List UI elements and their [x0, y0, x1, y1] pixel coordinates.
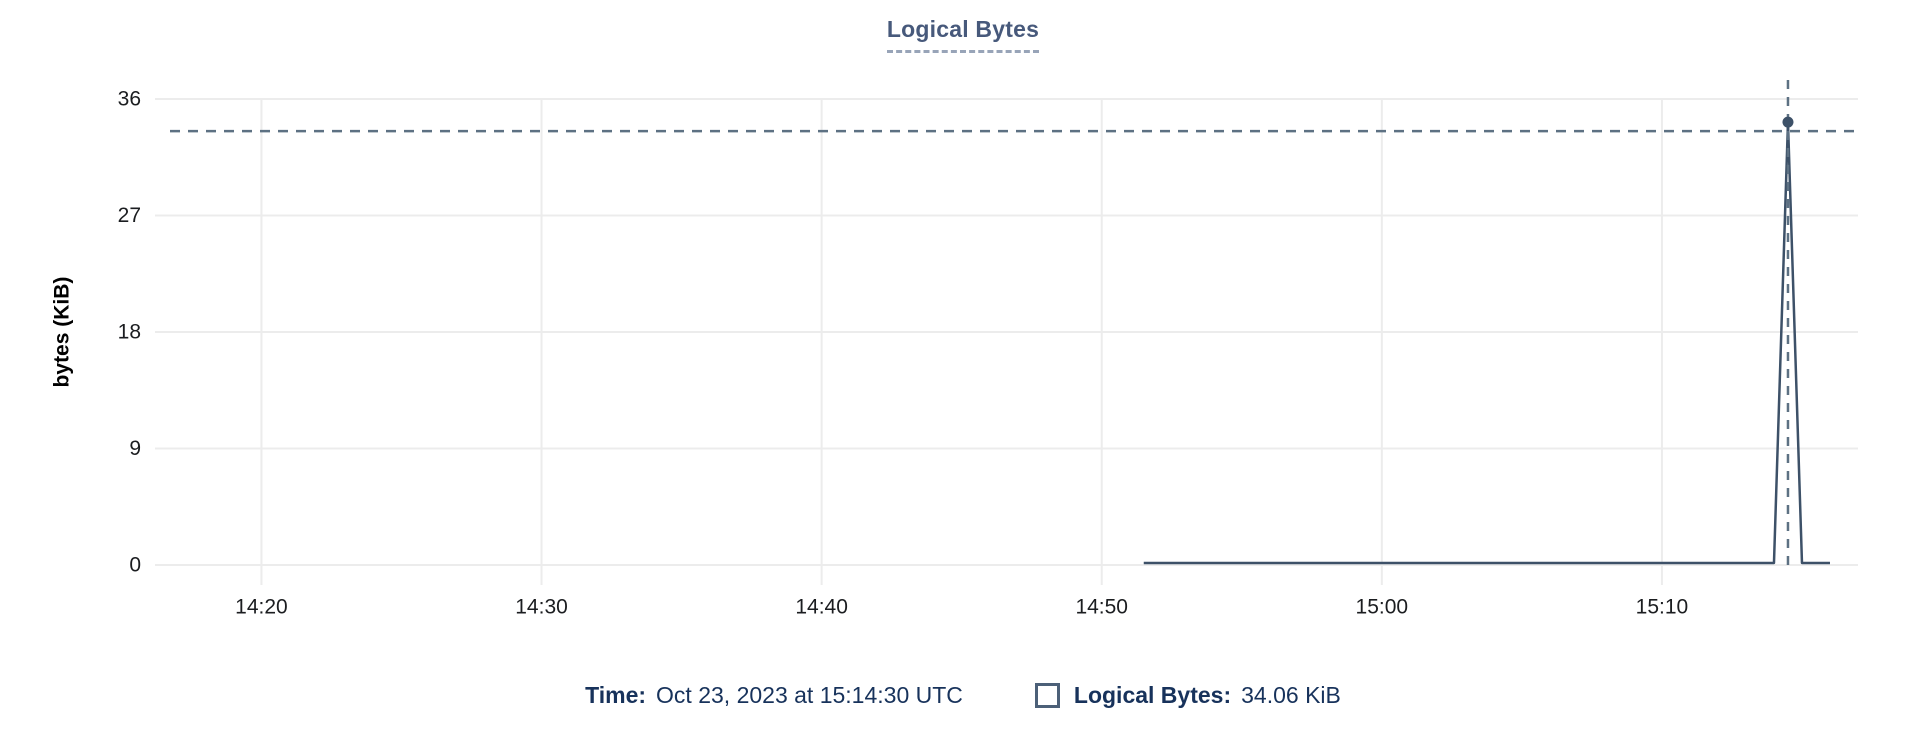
legend-item-logical-bytes[interactable]: Logical Bytes: 34.06 KiB	[1034, 682, 1341, 709]
y-tick-label: 18	[118, 321, 141, 344]
x-tick-label: 14:40	[795, 596, 848, 619]
legend-swatch-icon	[1034, 683, 1060, 708]
line-chart-plot-area[interactable]: 0 9 18 27 36 14:20 14:30 14:40 14:50 15:00 15:10 by…	[0, 0, 1926, 660]
y-tick-label: 9	[129, 437, 141, 460]
y-tick-label: 36	[118, 88, 141, 111]
chart-header: Logical Bytes	[0, 16, 1926, 53]
x-tick-label: 14:50	[1075, 596, 1128, 619]
y-tick-label: 27	[118, 204, 141, 227]
legend-series-value: 34.06 KiB	[1241, 682, 1341, 708]
x-tick-label: 14:30	[515, 596, 568, 619]
series-line-logical-bytes	[1143, 120, 1830, 565]
chart-title[interactable]: Logical Bytes	[886, 16, 1040, 53]
y-tick-label: 0	[129, 554, 141, 577]
y-axis-title: bytes (KiB)	[51, 277, 74, 388]
crosshair-time-readout: Time: Oct 23, 2023 at 15:14:30 UTC	[585, 682, 963, 709]
x-tick-label: 14:20	[235, 596, 288, 619]
chart-footer: Time: Oct 23, 2023 at 15:14:30 UTC Logic…	[0, 682, 1926, 709]
x-tick-label: 15:10	[1636, 596, 1689, 619]
data-point-marker[interactable]	[1782, 116, 1794, 128]
x-tick-label: 15:00	[1356, 596, 1409, 619]
time-label: Time:	[585, 682, 647, 708]
time-value: Oct 23, 2023 at 15:14:30 UTC	[656, 682, 963, 708]
legend-series-label: Logical Bytes:	[1073, 682, 1232, 708]
